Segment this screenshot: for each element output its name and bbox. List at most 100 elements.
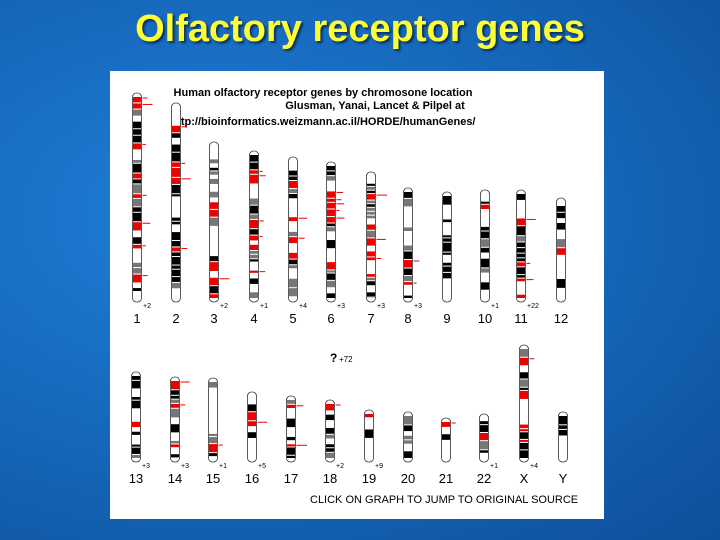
chromosome-band bbox=[481, 282, 489, 290]
chromosome-band bbox=[327, 270, 335, 273]
chromosome-band bbox=[367, 215, 375, 219]
chromosome bbox=[170, 376, 180, 463]
chromosome-band bbox=[327, 262, 335, 270]
chromosome-band bbox=[248, 412, 256, 421]
chromosome-band bbox=[480, 450, 488, 453]
chromosome-note: +22 bbox=[527, 303, 539, 310]
chromosome-band bbox=[327, 166, 335, 171]
chromosome-band bbox=[172, 217, 180, 221]
chromosome-band bbox=[517, 275, 525, 278]
chromosome-band bbox=[443, 196, 451, 205]
chromosome-label: 12 bbox=[554, 311, 568, 326]
chromosome-band bbox=[132, 447, 140, 454]
chromosome-band bbox=[289, 176, 297, 180]
chromosome-band bbox=[327, 198, 335, 202]
chromosome-band bbox=[171, 454, 179, 458]
chromosome-band bbox=[326, 404, 334, 411]
chromosome-note: +2 bbox=[143, 303, 151, 310]
chromosome-band bbox=[517, 258, 525, 262]
caption-line: Glusman, Yanai, Lancet & Pilpel at bbox=[285, 100, 465, 112]
chromosome-band bbox=[133, 184, 141, 194]
chromosome-band bbox=[132, 444, 140, 447]
chromosome-band bbox=[367, 257, 375, 261]
chromosome-band bbox=[289, 170, 297, 176]
chromosome-band bbox=[133, 173, 141, 179]
chromosome-band bbox=[443, 266, 451, 272]
chromosome-band bbox=[481, 268, 489, 273]
chromosome-band bbox=[520, 450, 528, 458]
chromosome-band bbox=[133, 121, 141, 129]
chromosome-band bbox=[520, 429, 528, 432]
chromosome bbox=[247, 391, 257, 463]
chromosome-band bbox=[248, 421, 256, 427]
chromosome-band bbox=[557, 248, 565, 255]
chromosome-band bbox=[250, 254, 258, 259]
chromosome-band bbox=[250, 198, 258, 205]
chromosome-band bbox=[327, 280, 335, 288]
chromosome-band bbox=[210, 202, 218, 209]
chromosome-band bbox=[367, 200, 375, 204]
chromosome-band bbox=[367, 230, 375, 238]
chromosome-band bbox=[209, 437, 217, 444]
chromosome-band bbox=[404, 251, 412, 260]
chromosome-band bbox=[326, 452, 334, 458]
chromosome-band bbox=[481, 201, 489, 204]
chromosome-label: 6 bbox=[327, 311, 334, 326]
chromosome-band bbox=[210, 256, 218, 262]
chromosome-band bbox=[250, 235, 258, 241]
chromosome-band bbox=[327, 227, 335, 232]
chromosome-band bbox=[442, 422, 450, 427]
chromosome-band bbox=[209, 453, 217, 457]
chromosome-band bbox=[209, 433, 217, 437]
chromosome-label: 11 bbox=[514, 311, 528, 326]
chromosome-band bbox=[209, 444, 217, 453]
chromosome-label: 16 bbox=[245, 471, 259, 486]
chromosome-band bbox=[171, 403, 179, 408]
chromosome-band bbox=[210, 217, 218, 226]
chromosome-band bbox=[133, 143, 141, 150]
chromosome-band bbox=[172, 277, 180, 282]
chromosome-band bbox=[367, 204, 375, 207]
chromosome-band bbox=[172, 162, 180, 167]
chromosome-band bbox=[172, 269, 180, 277]
chromosome-band bbox=[172, 177, 180, 184]
chromosome-band bbox=[133, 262, 141, 268]
chromosome-band bbox=[172, 144, 180, 152]
chromosome-label: 20 bbox=[401, 471, 415, 486]
chromosome-band bbox=[250, 174, 258, 184]
chromosome-band bbox=[517, 248, 525, 253]
chromosome-note: +1 bbox=[260, 303, 268, 310]
unplaced-note: +72 bbox=[339, 355, 353, 364]
chromosome-band bbox=[443, 238, 451, 242]
chromosome-band bbox=[326, 414, 334, 421]
chromosome-band bbox=[289, 288, 297, 297]
chromosome-band bbox=[517, 294, 525, 298]
chromosome-label: 7 bbox=[367, 311, 374, 326]
chromosome-band bbox=[367, 186, 375, 190]
chromosome-band bbox=[250, 205, 258, 214]
figure-panel[interactable] bbox=[110, 71, 604, 519]
chromosome-band bbox=[171, 440, 179, 444]
chromosome bbox=[558, 411, 568, 463]
chromosome-band bbox=[210, 286, 218, 294]
chromosome-band bbox=[133, 207, 141, 212]
chromosome-band bbox=[327, 223, 335, 227]
chromosome-band bbox=[404, 425, 412, 432]
chromosome-band bbox=[517, 236, 525, 242]
chromosome-band bbox=[289, 252, 297, 259]
chromosome-label: 19 bbox=[362, 471, 376, 486]
chromosome-band bbox=[210, 262, 218, 272]
chromosome-band bbox=[559, 429, 567, 436]
chromosome-label: 4 bbox=[250, 311, 257, 326]
chromosome-band bbox=[248, 404, 256, 412]
caption-line: http://bioinformatics.weizmann.ac.il/HOR… bbox=[171, 116, 476, 128]
chromosome-band bbox=[210, 191, 218, 198]
chromosome-band bbox=[327, 217, 335, 223]
chromosome-band bbox=[210, 209, 218, 217]
chromosome-figure[interactable]: Human olfactory receptor genes by chromo… bbox=[110, 71, 604, 519]
chromosome-band bbox=[172, 184, 180, 194]
chromosome-label: 5 bbox=[289, 311, 296, 326]
chromosome-band bbox=[557, 239, 565, 248]
chromosome-label: 21 bbox=[439, 471, 453, 486]
chromosome-band bbox=[172, 257, 180, 265]
